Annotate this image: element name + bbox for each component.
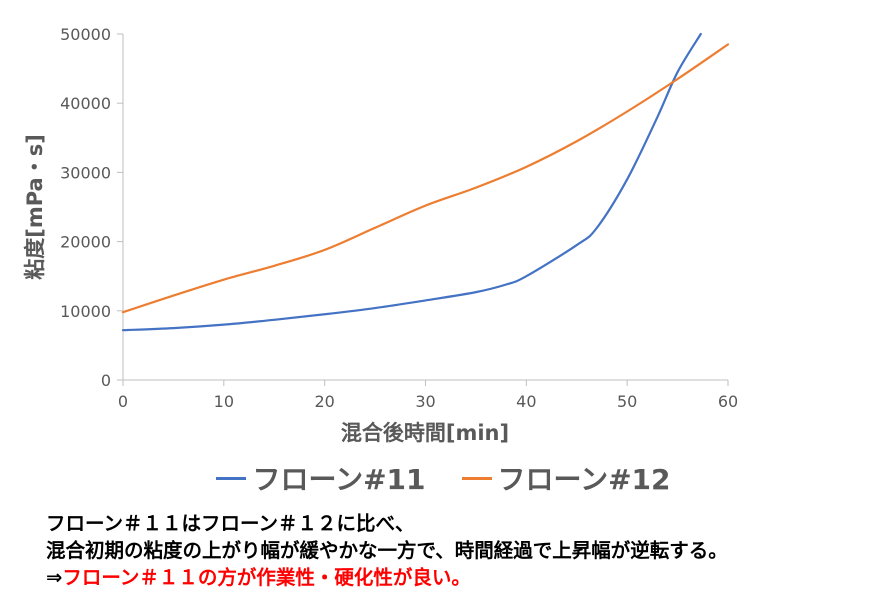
legend-label-series-2: フローン#12 — [497, 463, 671, 496]
note-arrow: ⇒ — [46, 566, 63, 589]
y-tick-label: 40000 — [60, 94, 111, 113]
y-tick-label: 20000 — [60, 233, 111, 252]
x-axis-label: 混合後時間[min] — [341, 421, 509, 445]
y-tick-label: 10000 — [60, 302, 111, 321]
y-tick-label: 50000 — [60, 25, 111, 44]
note-line-1: フローン＃１１はフローン＃１２に比べ、 — [46, 512, 415, 535]
legend-item-series-2: フローン#12 — [461, 458, 671, 498]
legend-swatch-series-2 — [461, 476, 492, 480]
x-tick-label: 60 — [718, 392, 738, 411]
y-axis-label: 粘度[mPa・s] — [23, 134, 47, 280]
x-tick-label: 10 — [214, 392, 234, 411]
conclusion-note: フローン＃１１はフローン＃１２に比べ、 混合初期の粘度の上がり幅が緩やかな一方で… — [46, 510, 886, 591]
note-line-3: ⇒フローン＃１１の方が作業性・硬化性が良い。 — [46, 564, 886, 591]
y-tick-label: 30000 — [60, 163, 111, 182]
y-tick-label: 0 — [101, 371, 111, 390]
chart-series — [121, 32, 730, 332]
legend-label-series-1: フローン#11 — [252, 463, 426, 496]
series-line-2 — [121, 43, 730, 314]
chart-axes: 0 10000 20000 30000 40000 50000 0 10 20 30 40 50 60 — [60, 25, 738, 411]
x-tick-label: 20 — [314, 392, 334, 411]
x-tick-label: 50 — [617, 392, 637, 411]
x-tick-label: 0 — [118, 392, 128, 411]
note-line-2: 混合初期の粘度の上がり幅が緩やかな一方で、時間経過で上昇幅が逆転する。 — [46, 539, 728, 562]
legend-swatch-series-1 — [216, 476, 247, 480]
series-line-1 — [121, 32, 702, 332]
x-tick-label: 30 — [415, 392, 435, 411]
legend-item-series-1: フローン#11 — [216, 458, 426, 498]
chart-legend: フローン#11 フローン#12 — [0, 458, 887, 498]
x-tick-label: 40 — [516, 392, 536, 411]
note-highlight: フローン＃１１の方が作業性・硬化性が良い。 — [62, 566, 471, 589]
